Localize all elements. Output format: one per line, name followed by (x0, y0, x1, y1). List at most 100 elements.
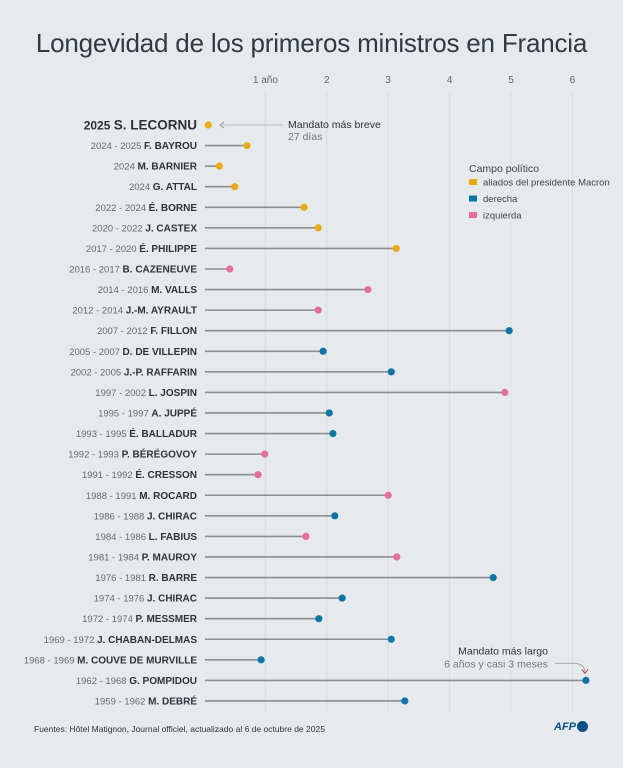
row-label: 1995 - 1997 A. JUPPÉ (98, 406, 197, 419)
afp-logo-dot (577, 721, 588, 732)
lollipop-dot (319, 347, 327, 355)
row-label: 2005 - 2007 D. DE VILLEPIN (69, 347, 197, 358)
row-label: 2022 - 2024 É. BORNE (95, 201, 197, 214)
row-label: 1969 - 1972 J. CHABAN-DELMAS (44, 635, 198, 646)
afp-logo: AFP (554, 721, 588, 733)
row-label: 1968 - 1969 M. COUVE DE MURVILLE (24, 655, 198, 666)
term-years: 1993 - 1995 (76, 429, 129, 440)
minister-name: J. CASTEX (145, 223, 197, 234)
source-note: Fuentes: Hôtel Matignon, Journal officie… (34, 724, 325, 734)
minister-name: A. JUPPÉ (151, 406, 197, 419)
lollipop-dot (393, 553, 401, 561)
lollipop-dot (387, 368, 395, 376)
x-tick-label: 4 (447, 75, 453, 86)
minister-name: M. VALLS (151, 285, 197, 296)
term-years: 1969 - 1972 (44, 635, 97, 646)
term-years: 2024 (129, 182, 153, 193)
legend-label: izquierda (483, 211, 522, 222)
row-label: 1972 - 1974 P. MESSMER (82, 614, 198, 625)
minister-name: J. CHIRAC (147, 511, 197, 522)
lollipop-dot (384, 491, 392, 499)
row-label: 1962 - 1968 G. POMPIDOU (76, 676, 197, 687)
row-label: 2024 M. BARNIER (114, 162, 198, 173)
lollipop-dot (204, 121, 212, 129)
minister-name: F. BAYROU (144, 141, 197, 152)
legend-swatch (469, 195, 477, 202)
lollipop-dot (243, 141, 251, 150)
lollipop-dot (300, 203, 308, 211)
x-tick-label: 5 (508, 75, 514, 86)
row-label: 1974 - 1976 J. CHIRAC (94, 594, 197, 605)
legend-title: Campo político (469, 163, 539, 175)
x-tick-label: 6 (570, 75, 576, 86)
row-label: 2016 - 2017 B. CAZENEUVE (69, 264, 197, 275)
row-label: 2024 - 2025 F. BAYROU (91, 141, 197, 152)
legend-label: aliados del presidente Macron (483, 178, 610, 189)
row-label: 2025 S. LECORNU (84, 118, 197, 133)
minister-name: L. JOSPIN (149, 388, 197, 399)
row-label: 1986 - 1988 J. CHIRAC (94, 511, 197, 522)
minister-name: P. MAUROY (142, 552, 198, 563)
term-years: 1972 - 1974 (82, 614, 135, 625)
annotation-longest-title: Mandato más largo (458, 645, 548, 657)
term-years: 2002 - 2005 (70, 367, 123, 378)
minister-name: F. FILLON (150, 326, 197, 337)
row-label: 2014 - 2016 M. VALLS (98, 285, 198, 296)
arrow-head-icon (219, 121, 225, 129)
row-label: 2007 - 2012 F. FILLON (97, 326, 197, 337)
minister-name: J.-M. AYRAULT (126, 306, 197, 317)
term-years: 1991 - 1992 (82, 470, 135, 481)
minister-name: J. CHIRAC (147, 594, 197, 605)
row-label: 1992 - 1993 P. BÉRÉGOVOY (68, 448, 197, 461)
legend-swatch (469, 212, 477, 218)
x-tick-label: 2 (324, 75, 330, 86)
minister-name: J.-P. RAFFARIN (124, 367, 197, 378)
row-label: 2017 - 2020 É. PHILIPPE (86, 242, 197, 255)
minister-name: M. BARNIER (138, 162, 198, 173)
lollipop-dot (254, 471, 262, 479)
term-years: 1976 - 1981 (95, 573, 148, 584)
row-label: 1976 - 1981 R. BARRE (95, 573, 197, 584)
x-tick-label: 1 año (253, 75, 278, 86)
lollipop-dot (315, 615, 323, 623)
term-years: 2014 - 2016 (98, 285, 151, 296)
annotation-shortest-detail: 27 días (288, 131, 322, 143)
annotation-arrow (555, 662, 586, 672)
term-years: 1981 - 1984 (88, 552, 141, 563)
minister-name: M. ROCARD (139, 491, 197, 502)
lollipop-dot (261, 450, 269, 458)
term-years: 1959 - 1962 (95, 696, 148, 707)
lollipop-dot (338, 594, 346, 602)
lollipop-dot (226, 265, 234, 273)
lollipop-dot (392, 244, 400, 253)
lollipop-dot (364, 285, 372, 294)
minister-name: D. DE VILLEPIN (123, 347, 197, 358)
x-tick-label: 3 (385, 75, 391, 86)
row-label: 1984 - 1986 L. FABIUS (95, 532, 197, 543)
row-label: 1997 - 2002 L. JOSPIN (95, 388, 197, 399)
term-years: 1986 - 1988 (94, 511, 147, 522)
lollipop-dot (314, 224, 322, 232)
row-label: 1959 - 1962 M. DEBRÉ (95, 694, 198, 707)
term-years: 2005 - 2007 (69, 347, 122, 358)
lollipop-dot (215, 162, 223, 170)
lollipop-dot (331, 512, 339, 520)
row-label: 1981 - 1984 P. MAUROY (88, 552, 197, 563)
minister-name: G. POMPIDOU (129, 676, 197, 687)
row-label: 2024 G. ATTAL (129, 182, 197, 193)
term-years: 1995 - 1997 (98, 408, 151, 419)
minister-name: É. BALLADUR (129, 427, 198, 440)
minister-name: G. ATTAL (153, 182, 197, 193)
chart-title: Longevidad de los primeros ministros en … (35, 28, 588, 58)
term-years: 2016 - 2017 (69, 264, 122, 275)
term-years: 1962 - 1968 (76, 676, 129, 687)
legend-swatch (469, 179, 477, 185)
lollipop-dot (387, 635, 395, 643)
minister-name: R. BARRE (149, 573, 198, 584)
minister-name: M. DEBRÉ (148, 694, 197, 707)
term-years: 2022 - 2024 (95, 203, 148, 214)
row-label: 2012 - 2014 J.-M. AYRAULT (72, 306, 197, 317)
lollipop-dot (582, 676, 590, 684)
lollipop-dot (314, 306, 322, 314)
